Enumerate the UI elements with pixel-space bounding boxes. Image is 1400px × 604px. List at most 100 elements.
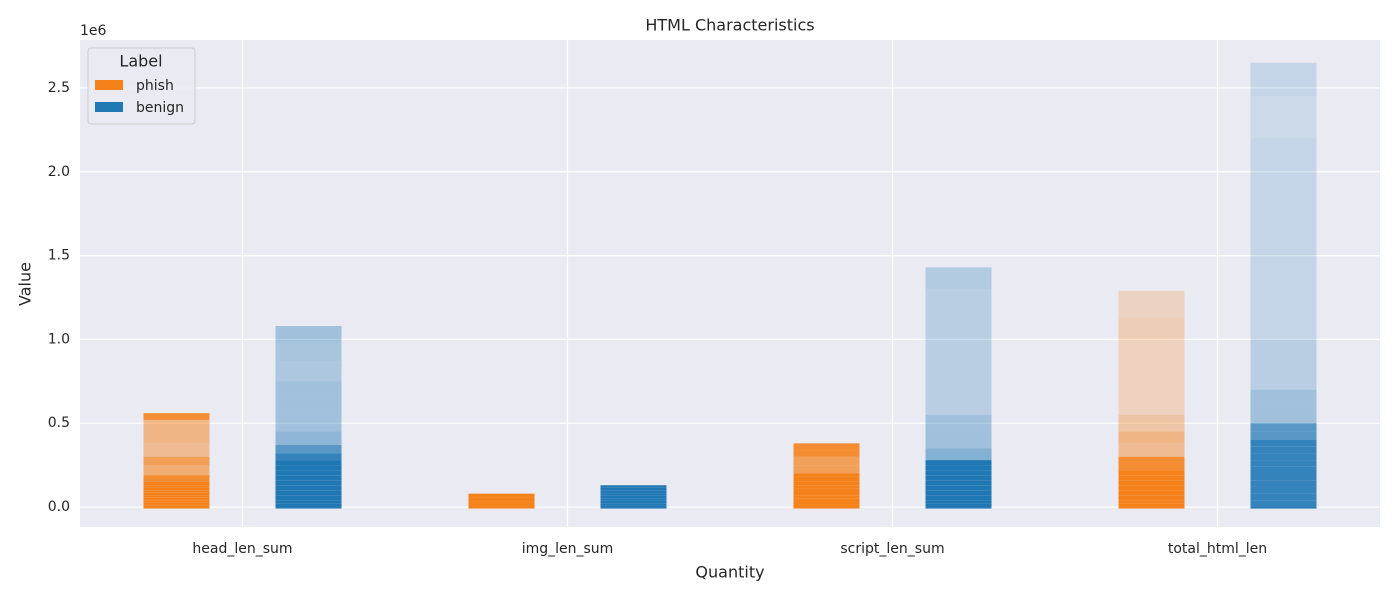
point-strip — [468, 501, 535, 504]
point-strip — [1118, 317, 1185, 340]
point-strip — [468, 494, 535, 497]
point-strip — [600, 493, 667, 496]
point-strip — [143, 431, 210, 444]
point-strip — [143, 413, 210, 420]
point-strip — [143, 500, 210, 503]
point-strip — [600, 498, 667, 501]
point-strip — [793, 504, 860, 508]
point-strip — [143, 465, 210, 476]
point-strip — [1250, 500, 1317, 508]
y-axis-label: Value — [16, 262, 35, 306]
point-strip — [1118, 339, 1185, 365]
point-strip — [468, 503, 535, 505]
point-strip — [793, 488, 860, 492]
point-strip — [793, 502, 860, 505]
point-strip — [600, 496, 667, 499]
y-tick-label: 1.0 — [48, 331, 70, 347]
point-strip — [275, 507, 342, 509]
point-strip — [925, 500, 992, 504]
point-strip — [143, 456, 210, 466]
point-strip — [1250, 473, 1317, 481]
point-strip — [468, 504, 535, 506]
point-strip — [275, 445, 342, 454]
point-strip — [275, 503, 342, 508]
point-strip — [793, 481, 860, 486]
point-strip — [1118, 485, 1185, 491]
point-strip — [793, 450, 860, 457]
point-strip — [793, 498, 860, 503]
point-strip — [1250, 446, 1317, 454]
point-strip — [600, 490, 667, 492]
point-strip — [793, 495, 860, 499]
point-strip — [600, 507, 667, 509]
point-strip — [143, 419, 210, 432]
point-strip — [275, 500, 342, 504]
plot-area — [80, 40, 1380, 527]
point-strip — [468, 500, 535, 502]
point-strip — [143, 492, 210, 496]
point-strip — [468, 499, 535, 501]
point-strip — [925, 490, 992, 496]
point-strip — [1250, 480, 1317, 487]
point-strip — [1250, 493, 1317, 501]
point-strip — [793, 443, 860, 451]
point-strip — [143, 475, 210, 482]
point-strip — [600, 491, 667, 494]
point-strip — [1250, 453, 1317, 461]
point-strip — [143, 481, 210, 486]
legend-label: phish — [136, 78, 174, 94]
legend-label: benign — [136, 100, 184, 116]
point-strip — [1250, 171, 1317, 206]
point-strip — [1118, 475, 1185, 481]
point-strip — [1250, 406, 1317, 424]
point-strip — [143, 497, 210, 501]
point-strip — [1118, 495, 1185, 501]
point-strip — [925, 475, 992, 481]
point-strip — [1250, 389, 1317, 407]
point-strip — [600, 502, 667, 504]
point-strip — [143, 490, 210, 493]
point-strip — [1118, 500, 1185, 504]
point-strip — [1118, 290, 1185, 318]
point-strip — [793, 476, 860, 482]
point-strip — [1118, 364, 1185, 390]
y-tick-label: 2.0 — [48, 164, 70, 180]
point-strip — [793, 485, 860, 489]
point-strip — [1118, 507, 1185, 509]
point-strip — [275, 475, 342, 481]
legend: Label phish benign — [87, 47, 196, 125]
point-strip — [1118, 470, 1185, 476]
point-strip — [275, 465, 342, 471]
point-strip — [925, 470, 992, 476]
point-strip — [600, 487, 667, 491]
point-strip — [925, 448, 992, 461]
point-strip — [1250, 486, 1317, 494]
point-strip — [600, 503, 667, 506]
point-strip — [925, 267, 992, 290]
point-strip — [925, 465, 992, 471]
point-strip — [143, 502, 210, 506]
point-strip — [468, 505, 535, 508]
point-strip — [925, 431, 992, 449]
point-strip — [925, 495, 992, 501]
point-strip — [1250, 507, 1317, 509]
point-strip — [925, 314, 992, 340]
y-tick-label: 2.5 — [48, 80, 70, 96]
point-strip — [1118, 463, 1185, 471]
point-strip — [275, 480, 342, 486]
point-strip — [1118, 490, 1185, 496]
point-strip — [793, 473, 860, 477]
marks — [143, 62, 1317, 509]
point-strip — [1250, 62, 1317, 97]
point-strip — [275, 398, 342, 415]
point-strip — [925, 460, 992, 466]
point-strip — [1250, 305, 1317, 340]
point-strip — [275, 361, 342, 382]
point-strip — [143, 507, 210, 509]
point-strip — [1118, 389, 1185, 415]
y-offset-text: 1e6 — [80, 23, 107, 39]
point-strip — [143, 487, 210, 491]
point-strip — [793, 456, 860, 466]
y-tick-label: 0.0 — [48, 499, 70, 515]
point-strip — [925, 364, 992, 390]
